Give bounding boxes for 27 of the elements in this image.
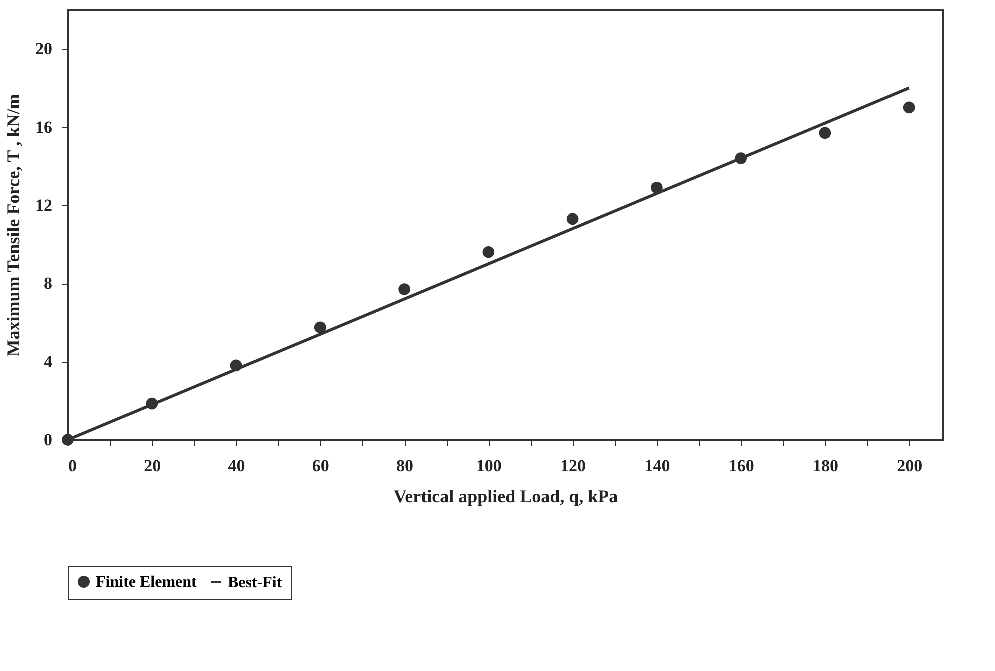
point	[903, 102, 916, 114]
y-tick-label: 0	[44, 430, 52, 450]
x-tick-label: 100	[476, 456, 502, 476]
y-tick-label: 8	[44, 274, 52, 294]
legend-label: Finite Element	[96, 574, 198, 591]
x-tick-label: 60	[312, 456, 330, 476]
y-tick-label: 16	[36, 118, 52, 137]
x-tick-label: 0	[68, 456, 77, 476]
point	[398, 284, 410, 296]
x-tick-label: 120	[560, 456, 586, 476]
y-tick-label: 20	[36, 40, 52, 59]
x-tick-label: 180	[812, 456, 838, 476]
y-tick-label: 12	[36, 196, 52, 215]
point	[566, 213, 579, 226]
point	[314, 322, 326, 334]
x-axis-title: Vertical applied Load, q, kPa	[394, 486, 618, 506]
point	[482, 246, 495, 258]
x-tick-label: 20	[144, 456, 162, 476]
y-tick-label: 4	[44, 352, 53, 372]
x-tick-label: 140	[644, 456, 670, 476]
legend-label: Best-Fit	[228, 574, 283, 592]
x-tick-label: 160	[728, 456, 754, 476]
x-tick-label: 40	[228, 456, 246, 476]
point	[819, 127, 832, 140]
y-axis-title: Maximum Tensile Force, T , kN/m	[4, 94, 24, 357]
x-tick-label: 200	[897, 456, 923, 476]
x-tick-label: 80	[396, 456, 414, 476]
